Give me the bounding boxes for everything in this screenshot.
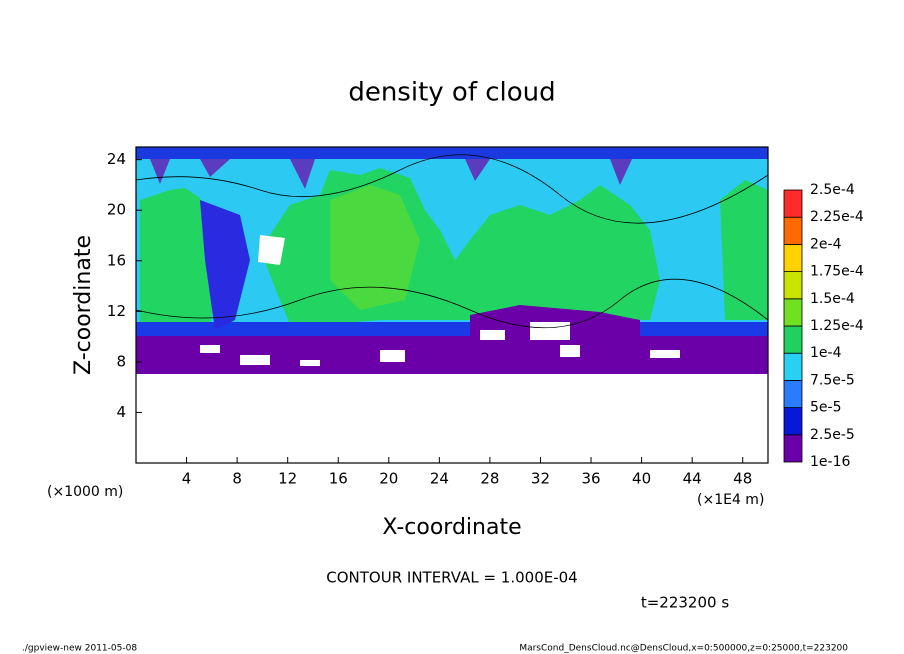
footer-right: MarsCond_DensCloud.nc@DensCloud,x=0:5000…	[519, 644, 848, 654]
colorbar-label: 1.5e-4	[810, 291, 855, 307]
x-tick-label: 28	[480, 470, 499, 488]
colorbar-label: 1.25e-4	[810, 318, 864, 334]
x-unit-left: (×1000 m)	[47, 484, 123, 500]
colorbar-bin	[783, 298, 803, 327]
colorbar-bin	[783, 325, 803, 354]
x-tick-label: 40	[632, 470, 651, 488]
x-tick-label: 8	[232, 470, 242, 488]
x-tick-label: 24	[430, 470, 449, 488]
colorbar-bin	[783, 352, 803, 381]
y-tick-label: 8	[116, 352, 126, 370]
x-tick-label: 44	[683, 470, 702, 488]
x-tick-label: 4	[182, 470, 192, 488]
y-tick-label: 12	[107, 302, 126, 320]
time-label: t=223200 s	[641, 594, 729, 612]
colorbar-bin	[783, 434, 803, 463]
y-tick-label: 24	[107, 150, 126, 168]
colorbar-label: 2.25e-4	[810, 209, 864, 225]
colorbar-bin	[783, 407, 803, 436]
colorbar-label: 1e-16	[810, 454, 850, 470]
colorbar-bin	[783, 379, 803, 408]
colorbar-label: 7.5e-5	[810, 372, 855, 388]
y-tick-label: 20	[107, 201, 126, 219]
y-axis-title: Z-coordinate	[71, 235, 96, 375]
contour-interval: CONTOUR INTERVAL = 1.000E-04	[326, 569, 577, 587]
chart-title: density of cloud	[348, 78, 555, 108]
colorbar-bin	[783, 216, 803, 245]
colorbar-bin	[783, 243, 803, 272]
colorbar-label: 5e-5	[810, 400, 841, 416]
field	[136, 147, 768, 374]
plot-frame	[135, 146, 769, 464]
y-tick-label: 4	[116, 403, 126, 421]
y-tick-label: 16	[107, 251, 126, 269]
colorbar-label: 2e-4	[810, 236, 842, 252]
x-tick-label: 32	[531, 470, 550, 488]
colorbar-label: 1.75e-4	[810, 264, 864, 280]
x-tick-label: 36	[581, 470, 600, 488]
x-tick-label: 12	[278, 470, 297, 488]
x-tick-label: 20	[379, 470, 398, 488]
colorbar-bin	[783, 271, 803, 300]
colorbar-label: 2.5e-5	[810, 427, 855, 443]
footer-left: ./gpview-new 2011-05-08	[22, 644, 137, 654]
x-unit-right: (×1E4 m)	[697, 492, 764, 508]
x-axis-title: X-coordinate	[382, 515, 521, 540]
colorbar-label: 2.5e-4	[810, 182, 855, 198]
colorbar-bin	[783, 189, 803, 218]
colorbar-label: 1e-4	[810, 345, 842, 361]
x-tick-label: 16	[329, 470, 348, 488]
x-tick-label: 48	[733, 470, 752, 488]
